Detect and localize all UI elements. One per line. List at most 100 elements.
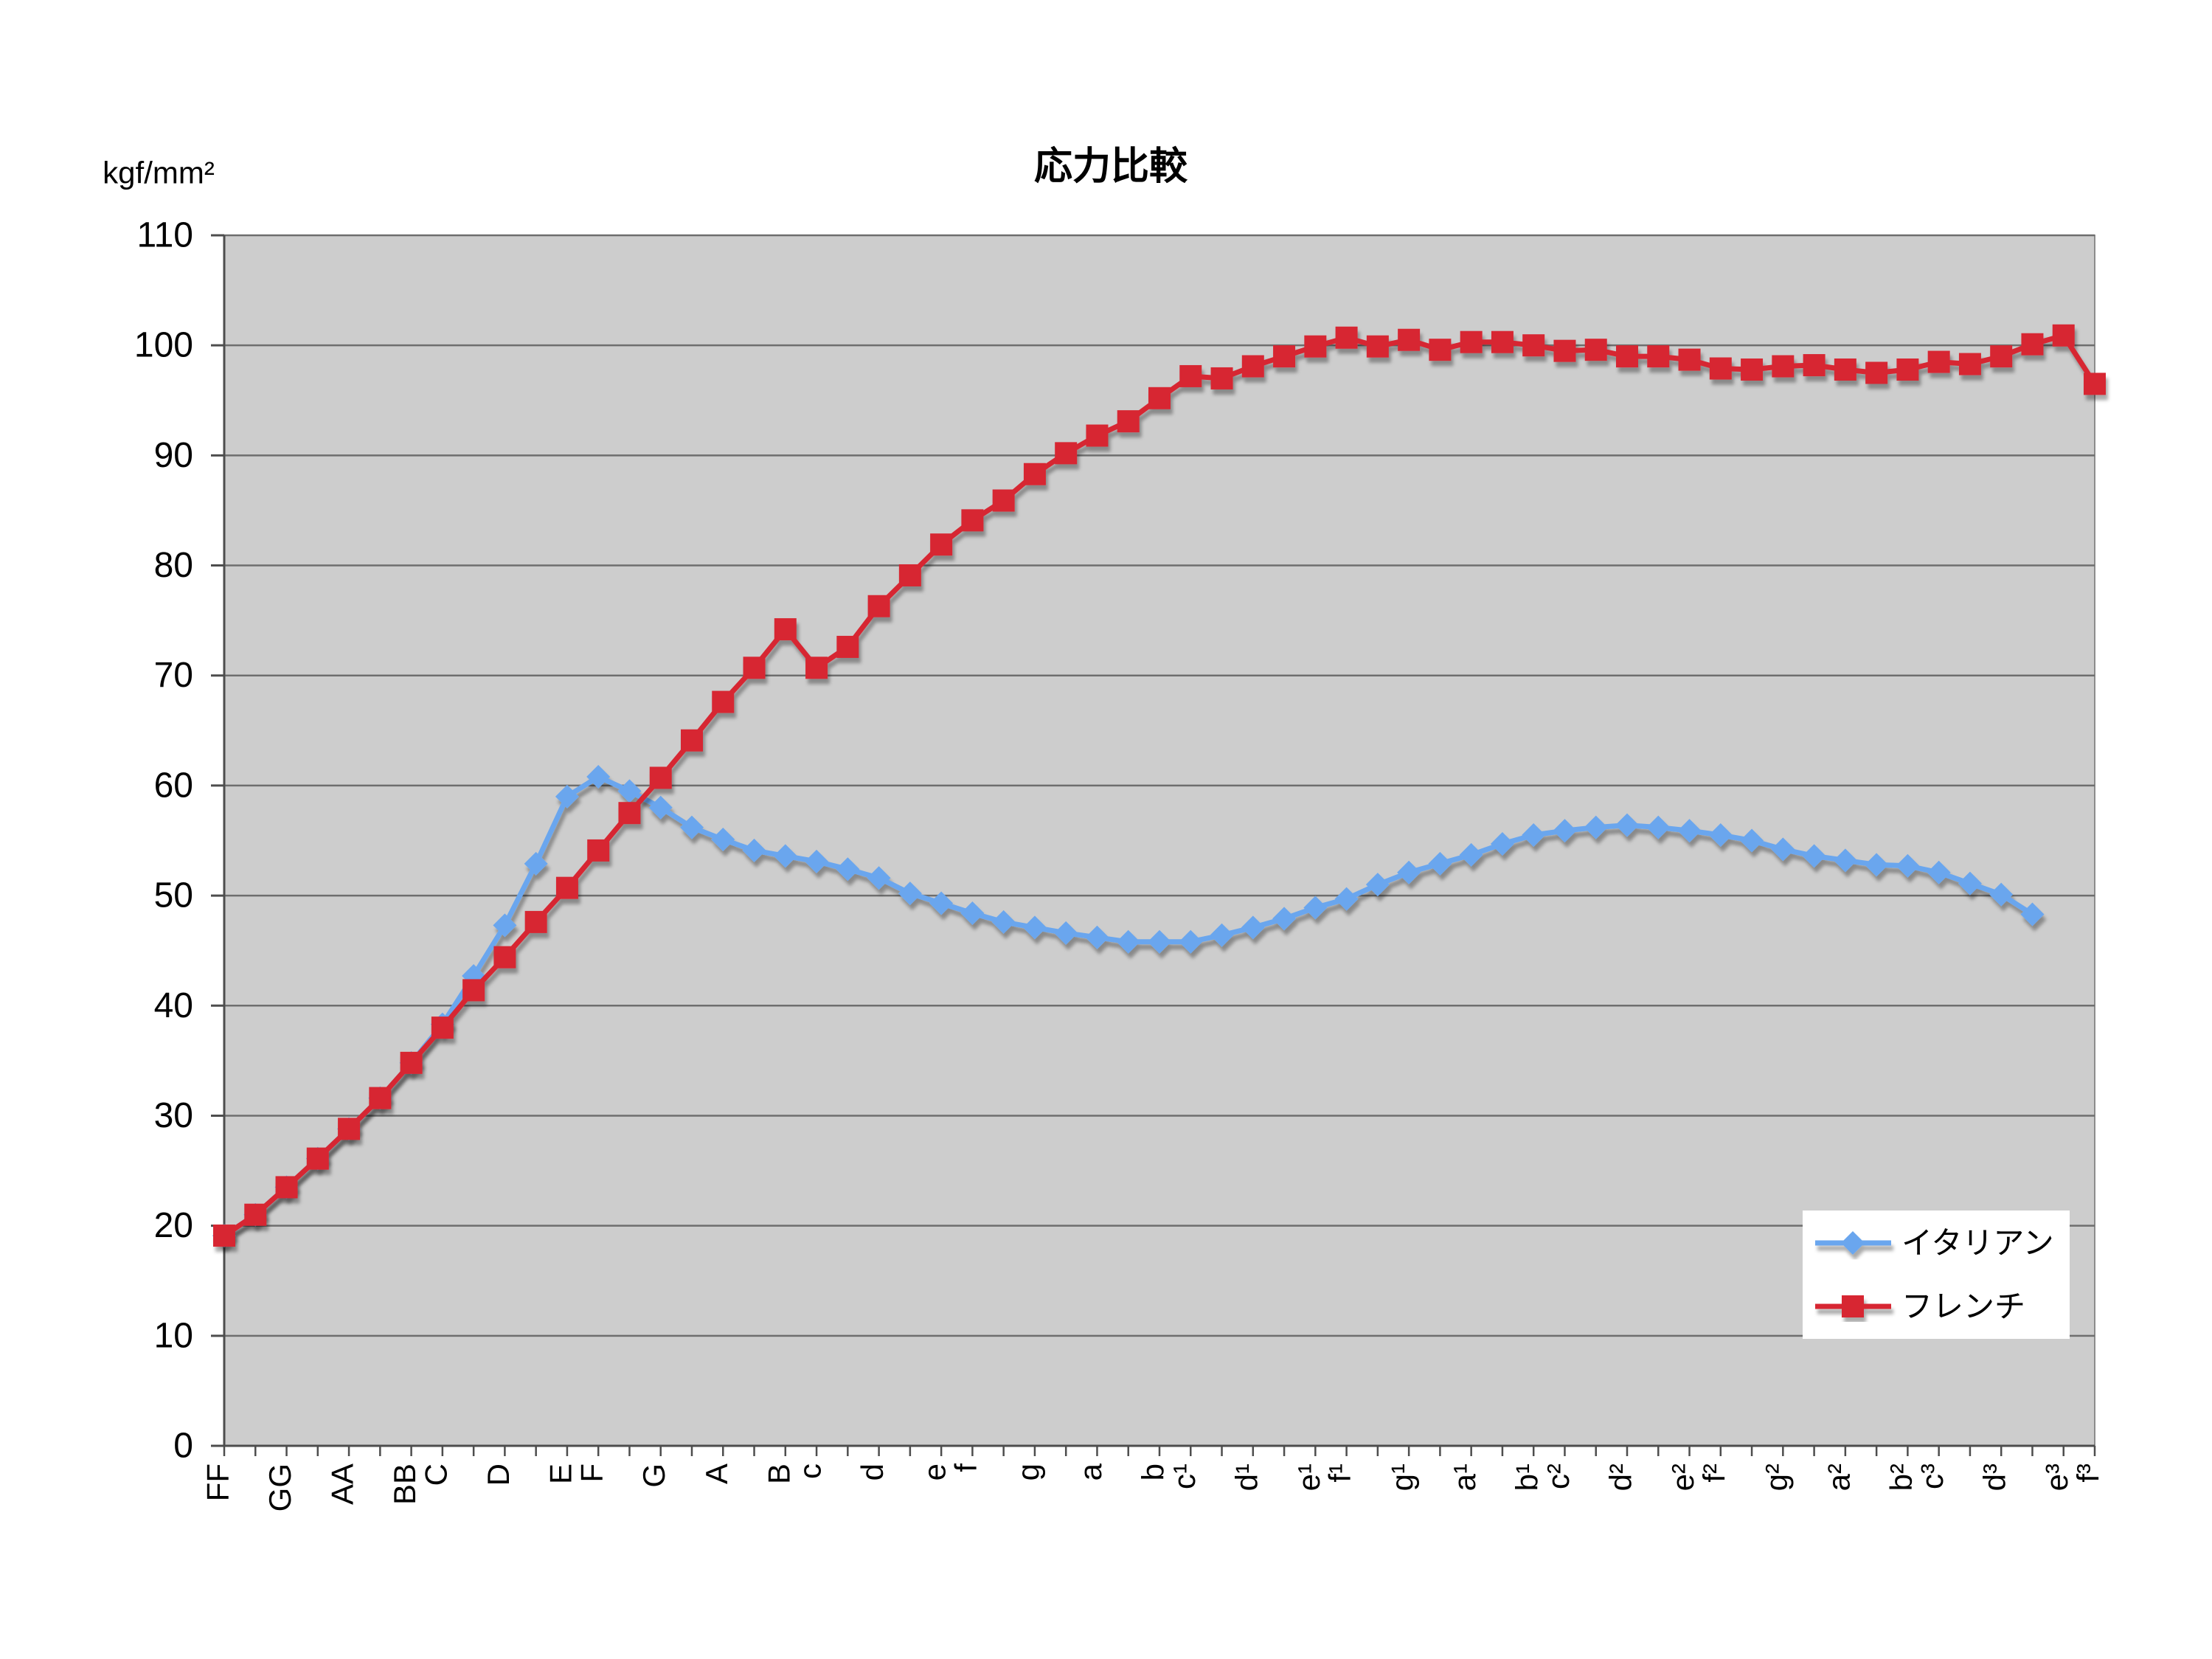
x-tick-label: b¹	[1510, 1464, 1544, 1491]
legend-swatch-italian	[1815, 1231, 1891, 1255]
data-point-french	[1927, 350, 1950, 373]
data-point-italian	[836, 857, 860, 882]
data-point-italian	[586, 764, 611, 789]
data-point-french	[1553, 339, 1576, 362]
data-point-italian	[1490, 831, 1514, 856]
data-point-french	[1210, 367, 1233, 389]
data-point-french	[1366, 335, 1389, 358]
x-tick-label: B	[761, 1464, 796, 1484]
y-tick-label: 40	[154, 986, 193, 1025]
data-point-italian	[1708, 823, 1733, 848]
x-tick-label: b²	[1884, 1464, 1918, 1491]
data-point-french	[618, 802, 641, 825]
data-point-french	[1241, 355, 1264, 378]
data-point-french	[1460, 330, 1483, 353]
data-point-french	[961, 509, 984, 532]
data-point-italian	[680, 815, 704, 839]
data-point-italian	[493, 913, 517, 938]
data-point-french	[244, 1203, 267, 1226]
data-point-french	[338, 1118, 361, 1140]
data-point-italian	[1272, 907, 1297, 931]
x-tick-label: G	[637, 1464, 671, 1488]
x-tick-label: C	[418, 1464, 453, 1486]
data-point-french	[2052, 324, 2075, 347]
data-point-italian	[773, 844, 797, 868]
x-tick-label: e¹	[1292, 1464, 1326, 1491]
gridlines	[224, 234, 2095, 1337]
data-point-french	[213, 1225, 235, 1247]
chart-title: 応力比較	[1034, 145, 1188, 188]
legend-swatches	[1815, 1231, 1891, 1317]
data-point-italian	[929, 891, 954, 915]
y-tick-label: 110	[136, 216, 193, 255]
data-point-italian	[2020, 902, 2045, 927]
data-point-italian	[711, 828, 735, 852]
x-tick-label: g	[1010, 1464, 1045, 1480]
x-tick-label: a²	[1821, 1464, 1856, 1491]
x-tick-label: f³	[2071, 1464, 2106, 1483]
data-point-french	[306, 1147, 329, 1170]
data-point-italian	[1303, 896, 1328, 920]
data-point-french	[1958, 353, 1981, 375]
data-point-italian	[1553, 819, 1577, 843]
y-axis-unit-label: kgf/mm²	[103, 156, 215, 190]
data-point-italian	[1896, 853, 1920, 878]
data-point-italian	[1865, 853, 1889, 877]
data-point-french	[1647, 345, 1670, 368]
data-point-french	[1616, 345, 1638, 368]
data-point-italian	[1397, 860, 1421, 884]
legend-swatch-french	[1815, 1295, 1891, 1317]
series-layer	[212, 324, 2106, 1248]
data-point-french	[836, 635, 859, 658]
x-tick-label: e²	[1665, 1464, 1700, 1491]
y-tick-label: 10	[154, 1316, 193, 1355]
data-point-italian	[867, 866, 891, 890]
data-point-french	[774, 618, 797, 641]
data-point-french	[649, 766, 672, 789]
data-point-french	[930, 533, 953, 556]
data-point-french	[1990, 345, 2013, 368]
x-tick-label: A	[699, 1464, 734, 1484]
x-tick-label: g¹	[1385, 1464, 1420, 1491]
data-point-french	[1086, 424, 1109, 447]
x-tick-label: GG	[263, 1464, 297, 1511]
data-point-french	[805, 657, 828, 679]
y-tick-label: 60	[154, 766, 193, 805]
x-tick-label: f²	[1696, 1464, 1731, 1483]
data-point-italian	[1677, 819, 1702, 843]
x-tick-label: D	[481, 1464, 516, 1486]
x-tick-label: d²	[1603, 1464, 1638, 1491]
data-point-french	[712, 690, 735, 713]
data-point-french	[1148, 387, 1171, 409]
data-point-italian	[1179, 929, 1203, 954]
data-point-french	[867, 595, 890, 617]
data-point-french	[743, 657, 766, 679]
y-tick-label: 80	[154, 546, 193, 585]
data-point-french	[992, 489, 1015, 512]
data-point-french	[1834, 359, 1856, 381]
x-tick-label: e³	[2039, 1464, 2074, 1491]
x-tick-label: g²	[1759, 1464, 1794, 1491]
legend-marker-french	[1842, 1295, 1864, 1317]
y-tick-label: 90	[154, 436, 193, 475]
data-point-italian	[1428, 851, 1452, 876]
data-point-italian	[1522, 823, 1546, 848]
data-point-french	[1678, 348, 1701, 371]
data-point-italian	[1085, 925, 1109, 949]
data-point-italian	[555, 784, 579, 808]
data-point-french	[1179, 364, 1202, 387]
data-point-french	[1709, 357, 1732, 380]
x-tick-label: c¹	[1167, 1464, 1202, 1489]
data-point-italian	[1022, 915, 1047, 940]
data-point-italian	[1802, 844, 1826, 868]
x-tick-label: d³	[1977, 1464, 2012, 1491]
y-tick-label: 20	[154, 1206, 193, 1245]
data-point-french	[1273, 345, 1296, 368]
legend: イタリアン フレンチ	[1803, 1211, 2070, 1339]
y-tick-label: 100	[134, 326, 193, 365]
legend-label-italian: イタリアン	[1901, 1226, 2054, 1261]
data-point-italian	[1210, 923, 1234, 947]
data-point-italian	[742, 838, 766, 862]
